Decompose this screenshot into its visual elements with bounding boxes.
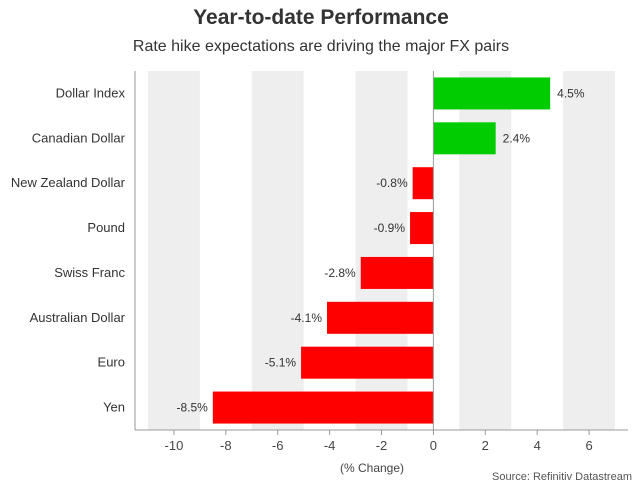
bar	[212, 391, 434, 424]
chart-subtitle: Rate hike expectations are driving the m…	[132, 38, 510, 55]
data-label: -0.9%	[374, 221, 406, 235]
category-label: New Zealand Dollar	[11, 175, 126, 190]
bar	[412, 167, 434, 200]
grid-band	[563, 71, 616, 430]
data-label: -2.8%	[324, 266, 356, 280]
category-label: Pound	[87, 220, 125, 235]
x-tick-label: -6	[272, 438, 284, 453]
data-label: -8.5%	[176, 401, 208, 415]
grid-band	[251, 71, 304, 430]
category-label: Yen	[103, 400, 125, 415]
bar	[433, 122, 496, 155]
x-tick-label: -2	[376, 438, 388, 453]
bar	[433, 77, 551, 110]
bar	[360, 256, 434, 289]
category-label: Euro	[98, 355, 125, 370]
data-label: -4.1%	[291, 311, 323, 325]
source-note: Source: Refinitiv Datastream	[492, 471, 632, 483]
category-label: Swiss Franc	[54, 265, 125, 280]
labels-group: Dollar Index 4.5% Canadian Dollar 2.4% New Z…	[11, 85, 585, 414]
x-tick-label: 2	[482, 438, 489, 453]
grid-band	[147, 71, 200, 430]
x-tick-label: 6	[585, 438, 592, 453]
data-label: -5.1%	[265, 356, 297, 370]
x-tick-label: 4	[534, 438, 541, 453]
axes-group: -10 -8 -6 -4 -2 0 2 4 6	[134, 71, 628, 453]
category-label: Dollar Index	[56, 85, 126, 100]
x-tick-label: -10	[165, 438, 184, 453]
data-label: -0.8%	[376, 176, 408, 190]
category-label: Australian Dollar	[30, 310, 126, 325]
chart-title: Year-to-date Performance	[193, 6, 449, 29]
x-tick-label: 0	[430, 438, 437, 453]
x-axis-title: (% Change)	[340, 461, 404, 475]
data-label: 2.4%	[503, 131, 531, 145]
bar	[327, 301, 434, 334]
bar	[301, 346, 434, 379]
bar	[410, 212, 434, 245]
bars-group	[212, 77, 551, 424]
x-tick-label: -4	[324, 438, 336, 453]
x-tick-label: -8	[220, 438, 232, 453]
category-label: Canadian Dollar	[32, 130, 126, 145]
data-label: 4.5%	[557, 86, 585, 100]
